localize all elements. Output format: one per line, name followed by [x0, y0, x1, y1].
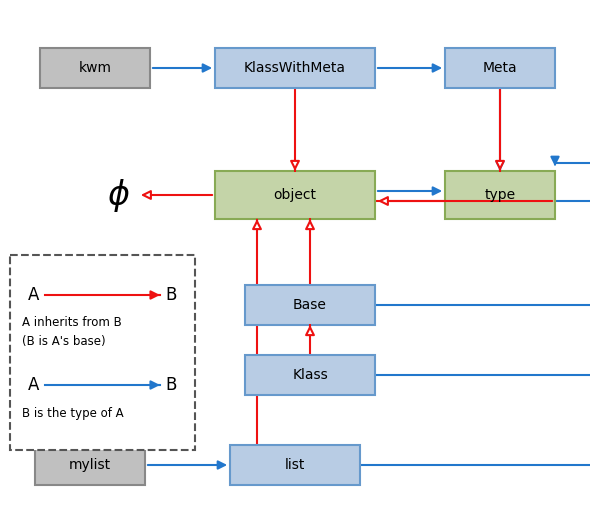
Text: object: object [274, 188, 316, 202]
Text: A inherits from B: A inherits from B [22, 316, 122, 329]
Bar [445, 171, 555, 219]
Text: Base: Base [293, 298, 327, 312]
Text: B: B [166, 376, 177, 394]
Text: B: B [166, 286, 177, 304]
Bar [215, 171, 375, 219]
Bar [10, 255, 195, 450]
Text: list: list [285, 458, 305, 472]
Bar [215, 48, 375, 88]
Text: kwm: kwm [78, 61, 112, 75]
Bar [35, 445, 145, 485]
Text: Meta: Meta [483, 61, 517, 75]
Text: KlassWithMeta: KlassWithMeta [244, 61, 346, 75]
Text: mylist: mylist [69, 458, 111, 472]
Text: Klass: Klass [292, 368, 328, 382]
Text: $\phi$: $\phi$ [107, 176, 129, 213]
Bar [245, 285, 375, 325]
Bar [230, 445, 360, 485]
Text: B is the type of A: B is the type of A [22, 407, 124, 420]
Bar [445, 48, 555, 88]
Text: (B is A's base): (B is A's base) [22, 335, 106, 347]
Bar [245, 355, 375, 395]
Text: A: A [28, 376, 40, 394]
Text: A: A [28, 286, 40, 304]
Bar [40, 48, 150, 88]
Text: type: type [484, 188, 516, 202]
